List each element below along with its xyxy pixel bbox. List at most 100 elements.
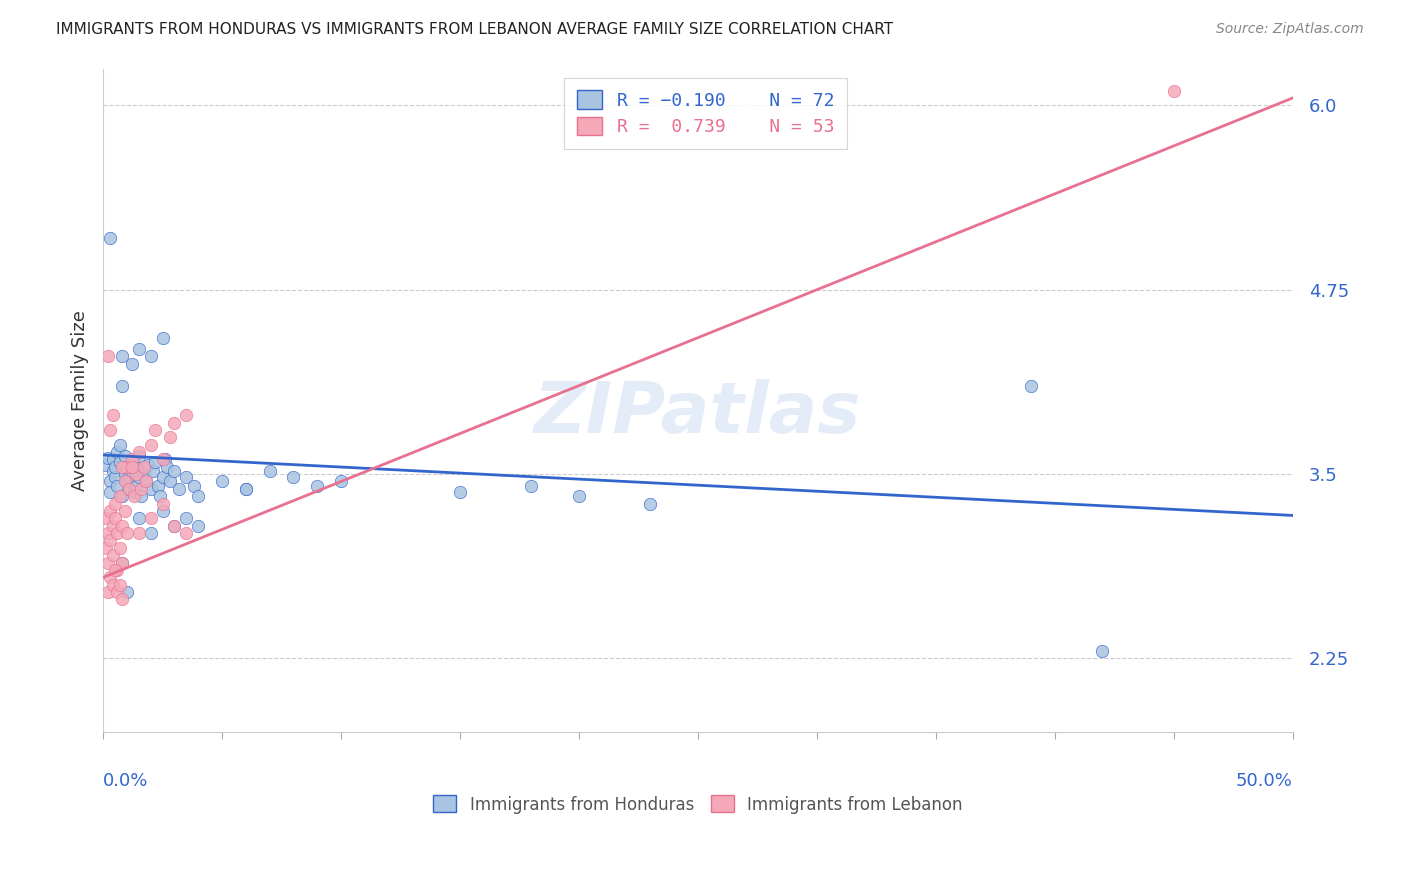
Point (125, 459, 148, 474)
Point (114, 467, 136, 482)
Point (108, 578, 131, 592)
Point (156, 459, 179, 474)
Point (183, 479, 205, 493)
Point (235, 482, 257, 496)
Point (115, 475, 138, 489)
Point (139, 349, 162, 363)
Point (145, 455, 167, 469)
Point (98, 231, 121, 245)
Point (152, 497, 174, 511)
Point (107, 526, 129, 541)
Point (176, 470, 198, 484)
Point (97, 556, 120, 570)
Point (1091, 644, 1114, 658)
Point (152, 470, 174, 484)
Point (111, 459, 134, 474)
Point (121, 357, 143, 371)
Point (449, 484, 471, 499)
Point (152, 504, 174, 518)
Point (104, 459, 127, 474)
Point (1163, 84, 1185, 98)
Point (128, 450, 150, 464)
Point (101, 452, 124, 467)
Point (122, 452, 145, 467)
Point (125, 467, 148, 482)
Point (104, 563, 127, 577)
Point (98, 423, 121, 437)
Point (259, 464, 281, 478)
Point (136, 458, 159, 473)
Point (132, 459, 155, 474)
Point (142, 464, 165, 478)
Point (111, 518, 134, 533)
Point (104, 511, 127, 525)
Point (176, 408, 198, 422)
Text: 50.0%: 50.0% (1236, 772, 1292, 790)
Point (167, 482, 190, 496)
Point (139, 482, 162, 496)
Legend: Immigrants from Honduras, Immigrants from Lebanon: Immigrants from Honduras, Immigrants fro… (425, 787, 972, 822)
Point (568, 489, 591, 503)
Point (139, 526, 162, 541)
Point (111, 556, 134, 570)
Point (115, 526, 138, 541)
Point (152, 331, 174, 345)
Point (187, 518, 209, 533)
Point (101, 548, 124, 562)
Point (235, 482, 257, 496)
Point (128, 470, 150, 484)
Text: ZIPatlas: ZIPatlas (534, 379, 862, 448)
Point (149, 489, 172, 503)
Point (101, 518, 124, 533)
Point (121, 452, 143, 467)
Point (107, 445, 129, 459)
Point (111, 556, 134, 570)
Point (94, 458, 117, 473)
Point (520, 479, 543, 493)
Point (121, 464, 143, 478)
Point (139, 511, 162, 525)
Point (104, 497, 127, 511)
Point (330, 475, 353, 489)
Point (97, 526, 120, 541)
Point (163, 416, 186, 430)
Point (108, 437, 131, 451)
Point (129, 489, 152, 503)
Point (97, 450, 120, 465)
Point (145, 423, 167, 437)
Point (128, 342, 150, 356)
Point (115, 459, 138, 474)
Point (107, 479, 129, 493)
Point (115, 459, 138, 474)
Point (114, 504, 136, 518)
Point (104, 470, 127, 484)
Point (176, 511, 198, 525)
Point (135, 475, 157, 489)
Point (98, 484, 121, 499)
Point (122, 484, 145, 499)
Point (115, 585, 138, 599)
Point (114, 475, 136, 489)
Point (111, 378, 134, 392)
Point (118, 470, 141, 484)
Point (98, 533, 121, 548)
Point (108, 455, 131, 469)
Point (108, 541, 131, 555)
Point (101, 464, 124, 478)
Point (159, 475, 181, 489)
Point (97, 349, 120, 363)
Point (1019, 378, 1042, 392)
Point (135, 475, 157, 489)
Point (176, 526, 198, 541)
Point (146, 479, 169, 493)
Text: IMMIGRANTS FROM HONDURAS VS IMMIGRANTS FROM LEBANON AVERAGE FAMILY SIZE CORRELAT: IMMIGRANTS FROM HONDURAS VS IMMIGRANTS F… (56, 22, 893, 37)
Text: Source: ZipAtlas.com: Source: ZipAtlas.com (1216, 22, 1364, 37)
Point (159, 430, 181, 444)
Point (128, 526, 150, 541)
Point (111, 592, 134, 607)
Point (283, 470, 305, 484)
Point (163, 518, 186, 533)
Point (132, 467, 155, 482)
Y-axis label: Average Family Size: Average Family Size (72, 310, 89, 491)
Point (163, 518, 186, 533)
